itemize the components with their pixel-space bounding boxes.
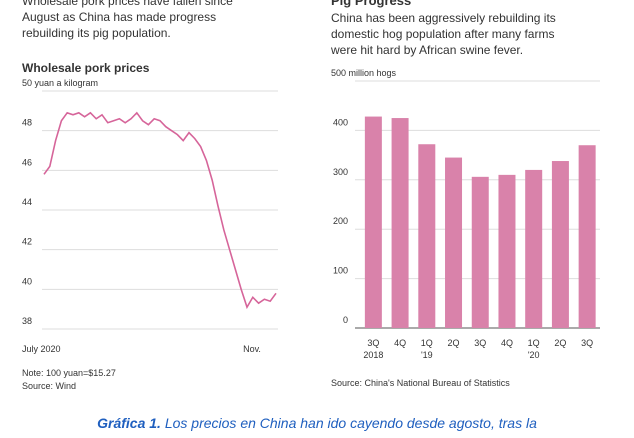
x-tick-label: 4Q bbox=[501, 338, 513, 348]
source: Source: Wind bbox=[22, 381, 76, 391]
chart-title: Pig Progress bbox=[331, 0, 411, 8]
y-tick-label: 200 bbox=[333, 216, 348, 226]
x-tick-sublabel: '19 bbox=[421, 350, 433, 360]
y-tick-label: 500 million hogs bbox=[331, 68, 397, 78]
y-tick-label: 42 bbox=[22, 237, 32, 247]
x-tick-sublabel: 2018 bbox=[363, 350, 383, 360]
bar bbox=[364, 116, 382, 329]
x-tick-label: 2Q bbox=[554, 338, 566, 348]
intro-text: August as China has made progress bbox=[22, 10, 216, 24]
caption: Gráfica 1. Los precios en China han ido … bbox=[97, 415, 537, 431]
bar bbox=[578, 145, 596, 328]
x-tick-label: Nov. bbox=[243, 344, 261, 354]
y-tick-label: 44 bbox=[22, 197, 32, 207]
y-tick-label: 0 bbox=[343, 315, 348, 325]
x-tick-label: 3Q bbox=[367, 338, 379, 348]
x-tick-label: 3Q bbox=[581, 338, 593, 348]
source: Source: China's National Bureau of Stati… bbox=[331, 378, 510, 388]
price-line bbox=[43, 111, 277, 310]
x-tick-label: 1Q bbox=[421, 338, 433, 348]
intro-text: rebuilding its pig population. bbox=[22, 26, 171, 40]
subtitle: domestic hog population after many farms bbox=[331, 27, 554, 41]
bar bbox=[445, 157, 463, 328]
bar bbox=[418, 144, 436, 328]
y-tick-label: 40 bbox=[22, 276, 32, 286]
x-tick-sublabel: '20 bbox=[528, 350, 540, 360]
subtitle: were hit hard by African swine fever. bbox=[330, 43, 523, 57]
bar bbox=[551, 161, 569, 328]
y-tick-label: 38 bbox=[22, 316, 32, 326]
bar bbox=[525, 169, 543, 328]
caption-text: Los precios en China han ido cayendo des… bbox=[161, 415, 537, 431]
x-tick-label: 1Q bbox=[528, 338, 540, 348]
y-tick-label: 100 bbox=[333, 266, 348, 276]
bar bbox=[498, 174, 516, 328]
chart-title: Wholesale pork prices bbox=[22, 61, 150, 75]
bar bbox=[391, 118, 409, 328]
note: Note: 100 yuan=$15.27 bbox=[22, 368, 116, 378]
y-tick-label: 46 bbox=[22, 157, 32, 167]
x-tick-label: 4Q bbox=[394, 338, 406, 348]
y-tick-label: 400 bbox=[333, 117, 348, 127]
bar bbox=[471, 176, 489, 328]
x-tick-label: 3Q bbox=[474, 338, 486, 348]
x-tick-label: 2Q bbox=[448, 338, 460, 348]
y-tick-label: 50 yuan a kilogram bbox=[22, 78, 98, 88]
x-tick-label: July 2020 bbox=[22, 344, 61, 354]
caption-label: Gráfica 1. bbox=[97, 415, 161, 431]
subtitle: China has been aggressively rebuilding i… bbox=[331, 11, 556, 25]
y-tick-label: 48 bbox=[22, 118, 32, 128]
intro-text: Wholesale pork prices have fallen since bbox=[22, 0, 233, 8]
y-tick-label: 300 bbox=[333, 167, 348, 177]
